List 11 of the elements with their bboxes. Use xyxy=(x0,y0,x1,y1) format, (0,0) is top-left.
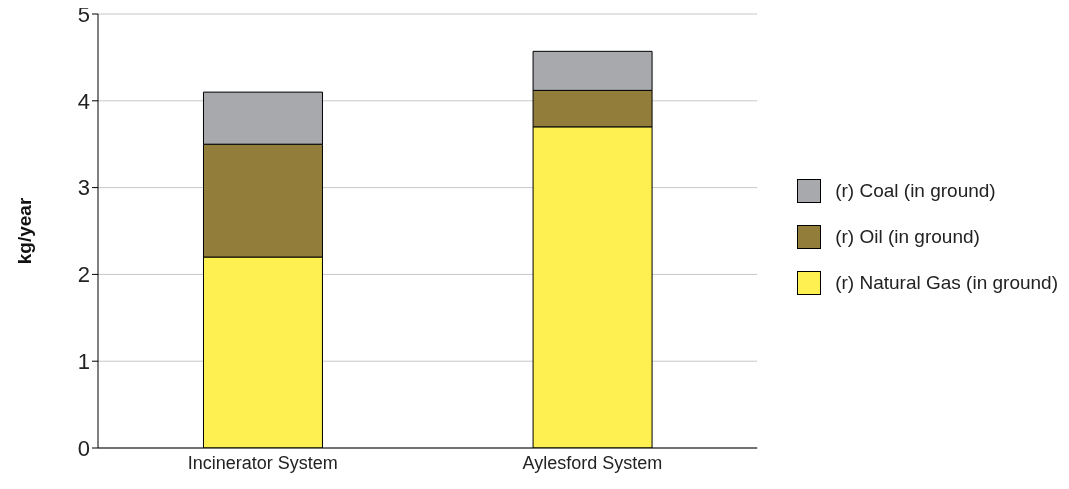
legend-label: (r) Coal (in ground) xyxy=(835,180,996,202)
y-tick-label: 2 xyxy=(77,262,90,288)
y-tick-label: 1 xyxy=(77,349,90,375)
y-tick-label: 4 xyxy=(77,88,90,114)
y-tick-label: 0 xyxy=(77,435,90,461)
x-tick-label: Aylesford System xyxy=(522,452,663,473)
legend-label: (r) Natural Gas (in ground) xyxy=(835,272,1058,294)
y-axis-title: kg/year xyxy=(13,197,35,265)
y-tick-label: 3 xyxy=(77,175,90,201)
x-tick-label: Incinerator System xyxy=(187,452,338,473)
legend-label: (r) Oil (in ground) xyxy=(835,226,980,248)
